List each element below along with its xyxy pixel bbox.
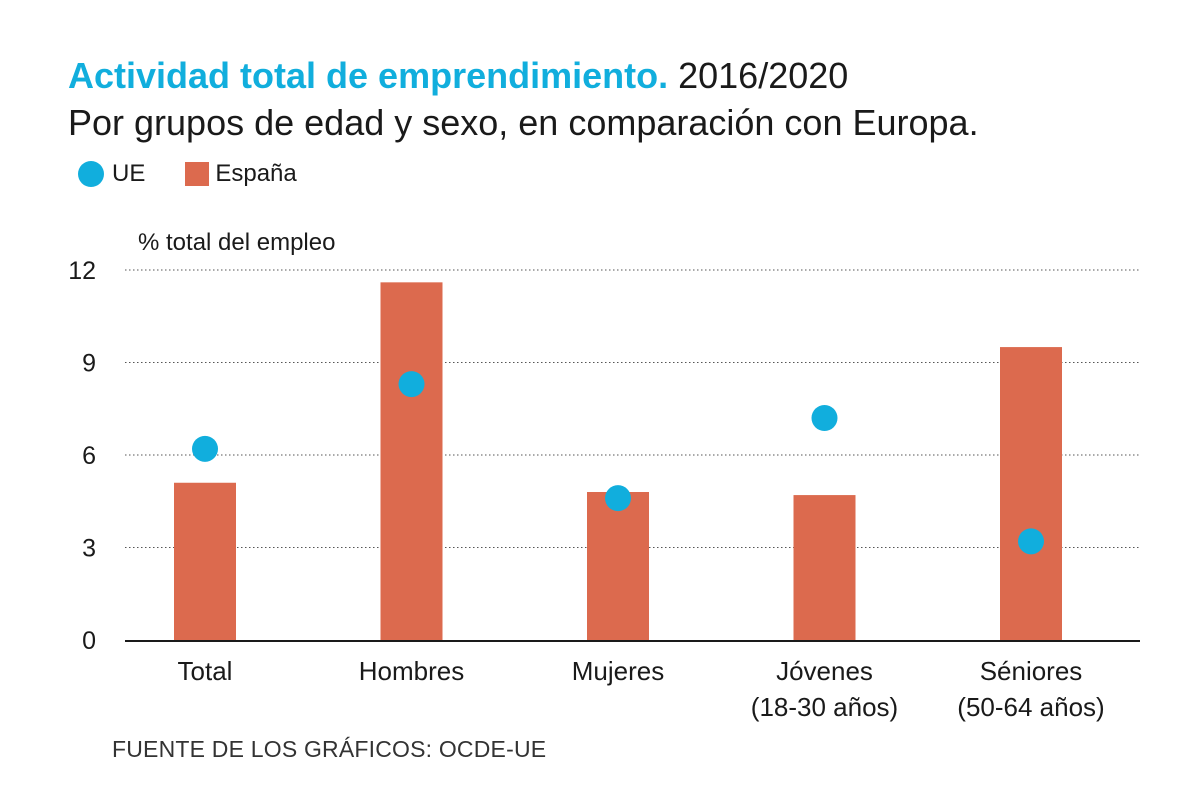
legend-item-espana: España (185, 160, 297, 188)
chart-title-year: 2016/2020 (678, 55, 849, 96)
dot-ue (192, 435, 218, 462)
x-tick-label: Hombres (359, 656, 464, 686)
legend-label-espana: España (215, 160, 297, 187)
y-axis-label: % total del empleo (138, 229, 335, 256)
legend-label-ue: UE (112, 160, 146, 187)
bar-espana (587, 492, 649, 640)
x-tick-label: Séniores (980, 656, 1083, 686)
y-tick-label: 0 (82, 627, 96, 655)
bar-espana (380, 282, 443, 640)
dot-ue (1018, 528, 1044, 555)
y-tick-label: 6 (82, 442, 96, 470)
y-tick-label: 3 (82, 535, 96, 563)
legend-item-ue: UE (78, 160, 145, 188)
x-tick-label: (50-64 años) (957, 692, 1104, 722)
chart-legend: UE España (78, 160, 337, 188)
chart-subtitle: Por grupos de edad y sexo, en comparació… (68, 102, 979, 143)
legend-square-icon (185, 162, 210, 186)
dot-ue (811, 405, 838, 431)
x-tick-label: Jóvenes (776, 656, 873, 686)
chart-title: Actividad total de emprendimiento. 2016/… (68, 54, 848, 98)
dot-ue (605, 485, 631, 512)
legend-circle-icon (78, 161, 104, 187)
y-tick-label: 9 (82, 350, 96, 378)
bar-espana (793, 495, 856, 640)
x-tick-label: Total (178, 656, 233, 686)
bar-espana (1000, 347, 1062, 640)
x-tick-label: Mujeres (572, 656, 664, 686)
source-note: FUENTE DE LOS GRÁFICOS: OCDE-UE (112, 736, 547, 762)
chart-title-lead: Actividad total de emprendimiento. (68, 55, 669, 96)
x-tick-label: (18-30 años) (751, 692, 898, 722)
dot-ue (398, 371, 425, 398)
bar-espana (174, 482, 236, 640)
y-tick-label: 12 (68, 257, 96, 285)
